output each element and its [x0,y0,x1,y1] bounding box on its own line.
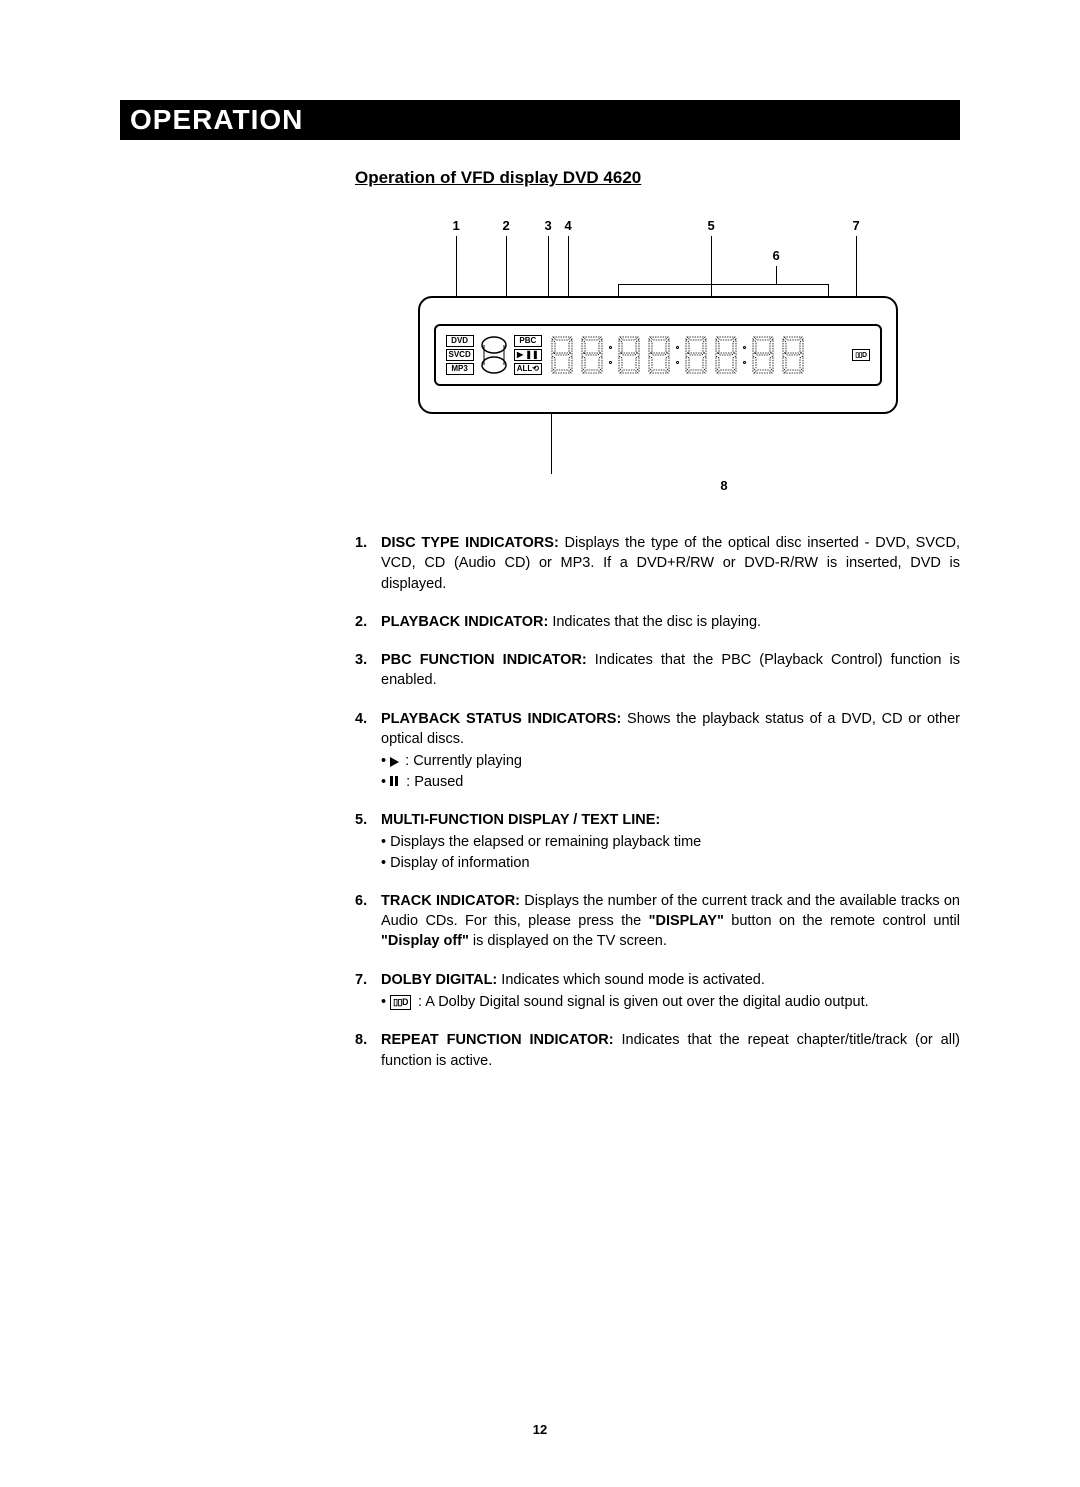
subtitle: Operation of VFD display DVD 4620 [355,168,960,188]
vfd-diagram: 123457 6 DVDSVCDMP3 [418,218,898,493]
seven-segment-display [548,334,846,376]
callout-3: 3 [545,218,552,233]
indicator-list: 1.DISC TYPE INDICATORS: Displays the typ… [355,533,960,1071]
callout-4: 4 [565,218,572,233]
indicator-item: 7.DOLBY DIGITAL: Indicates which sound m… [355,970,960,1013]
indicator-item: 8.REPEAT FUNCTION INDICATOR: Indicates t… [355,1030,960,1071]
indicator-item: 4.PLAYBACK STATUS INDICATORS: Shows the … [355,709,960,792]
page-number: 12 [0,1422,1080,1437]
indicator-item: 6.TRACK INDICATOR: Displays the number o… [355,891,960,952]
callout-1: 1 [453,218,460,233]
dolby-logo: ▯▯D [852,349,869,361]
callout-7: 7 [853,218,860,233]
disc-type-box: DVDSVCDMP3 [446,335,474,375]
spin-icon [480,335,508,375]
callout-8: 8 [418,478,898,493]
callout-2: 2 [503,218,510,233]
callout-5: 5 [708,218,715,233]
indicator-item: 5.MULTI-FUNCTION DISPLAY / TEXT LINE: Di… [355,810,960,873]
indicator-item: 3.PBC FUNCTION INDICATOR: Indicates that… [355,650,960,691]
section-header: OPERATION [120,100,960,140]
indicator-item: 2.PLAYBACK INDICATOR: Indicates that the… [355,612,960,632]
indicator-item: 1.DISC TYPE INDICATORS: Displays the typ… [355,533,960,594]
mode-box: PBC▶ ❚❚ALL⟲ [514,335,542,375]
